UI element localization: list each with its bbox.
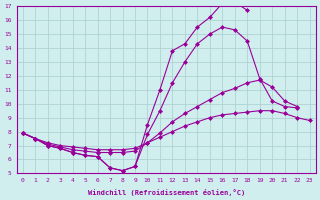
- X-axis label: Windchill (Refroidissement éolien,°C): Windchill (Refroidissement éolien,°C): [88, 189, 245, 196]
